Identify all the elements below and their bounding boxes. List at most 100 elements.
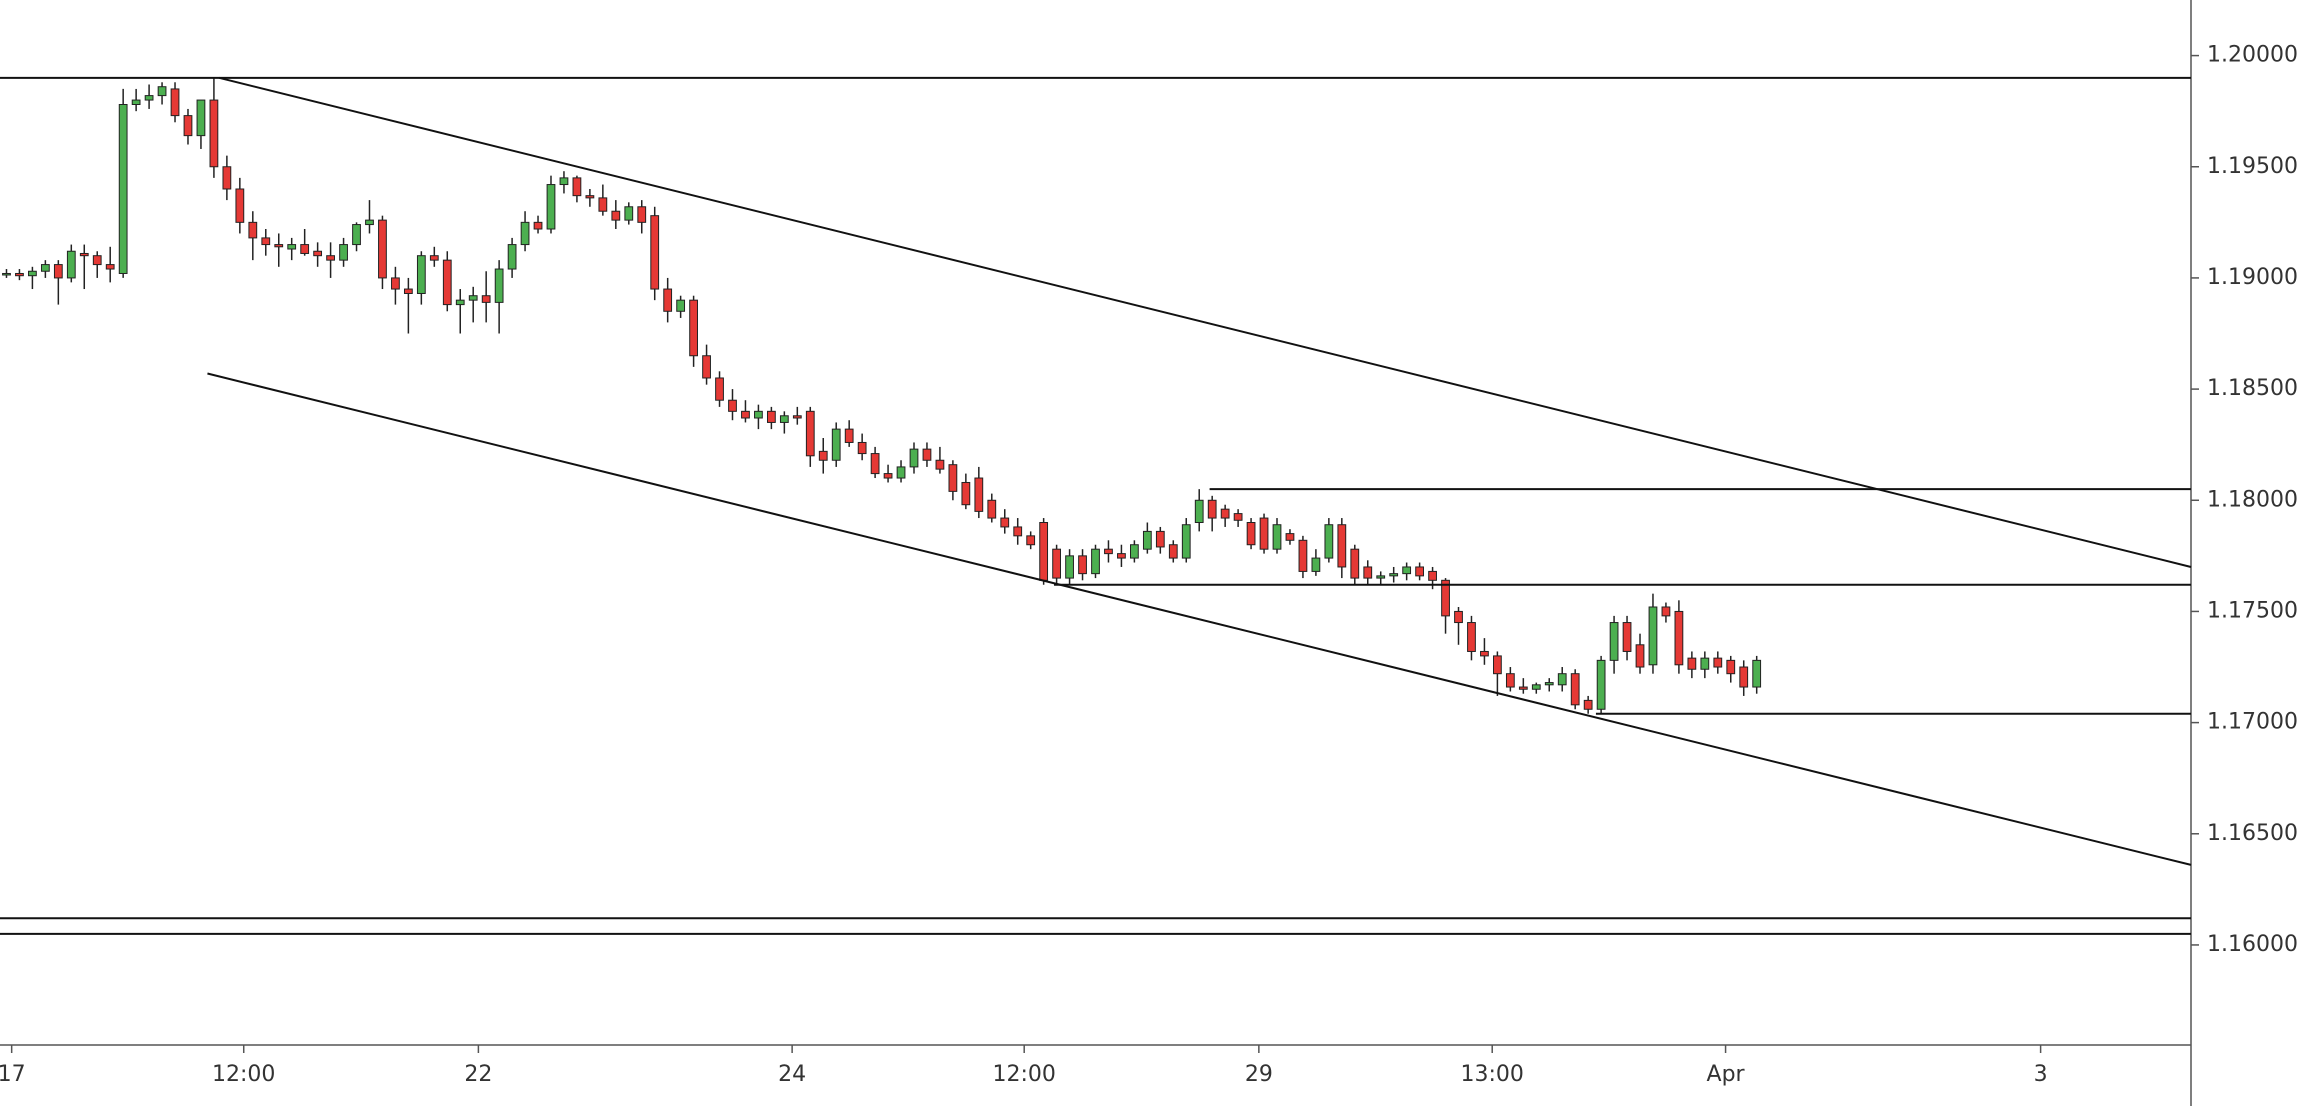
candle-body bbox=[961, 481, 971, 506]
candle-body bbox=[442, 259, 452, 306]
candle-body bbox=[53, 264, 63, 279]
candle-body bbox=[831, 428, 841, 461]
candle-body bbox=[818, 450, 828, 461]
candle-body bbox=[209, 99, 219, 168]
candle-body bbox=[378, 219, 387, 279]
candle-body bbox=[1635, 644, 1645, 668]
y-tick-label: 1.18000 bbox=[2207, 487, 2298, 512]
y-tick-label: 1.16000 bbox=[2207, 932, 2298, 957]
candle-body bbox=[248, 221, 258, 239]
candle-body bbox=[170, 88, 180, 117]
y-tick-label: 1.16500 bbox=[2207, 821, 2298, 846]
x-tick-label: Apr bbox=[1707, 1062, 1746, 1087]
candle-body bbox=[909, 448, 919, 468]
candle-body bbox=[1104, 548, 1113, 555]
candle-body bbox=[844, 428, 854, 443]
candle-body bbox=[352, 224, 361, 246]
candle-body bbox=[637, 206, 647, 223]
candle-body bbox=[1220, 508, 1230, 519]
candle-body bbox=[28, 270, 37, 277]
candle-body bbox=[948, 464, 958, 492]
candle-body bbox=[1142, 530, 1152, 550]
candle-body bbox=[611, 210, 621, 221]
candle-body bbox=[1596, 659, 1606, 710]
candle-body bbox=[896, 466, 906, 479]
candle-body bbox=[741, 410, 750, 419]
candle-body bbox=[559, 177, 569, 186]
drawn-line bbox=[207, 372, 2192, 866]
candle-body bbox=[1259, 517, 1269, 550]
candle-body bbox=[1583, 699, 1593, 710]
candle-body bbox=[1298, 539, 1308, 572]
candle-body bbox=[105, 264, 115, 270]
candle-body bbox=[1013, 526, 1023, 537]
y-tick-label: 1.20000 bbox=[2207, 43, 2298, 68]
candle-body bbox=[183, 115, 193, 137]
candle-body bbox=[40, 264, 50, 272]
candle-body bbox=[365, 219, 374, 226]
candle-body bbox=[235, 188, 245, 223]
candle-body bbox=[754, 410, 763, 419]
candle-body bbox=[507, 244, 517, 270]
candle-body bbox=[1570, 673, 1580, 706]
x-tick-label: 3 bbox=[2034, 1062, 2048, 1087]
candle-body bbox=[455, 299, 465, 306]
candle-body bbox=[1350, 548, 1360, 579]
candle-body bbox=[585, 195, 595, 199]
candle-body bbox=[79, 252, 89, 257]
candle-body bbox=[1272, 524, 1282, 550]
candle-body bbox=[468, 295, 478, 301]
candle-body bbox=[1752, 659, 1762, 688]
candle-body bbox=[1467, 622, 1476, 652]
candle-body bbox=[935, 459, 945, 470]
candle-body bbox=[702, 355, 711, 379]
x-tick-label: 29 bbox=[1245, 1062, 1273, 1087]
drawn-line bbox=[218, 76, 2192, 568]
candle-body bbox=[1480, 650, 1489, 657]
candle-body bbox=[922, 448, 932, 461]
candle-body bbox=[261, 237, 271, 246]
candle-body bbox=[287, 244, 297, 250]
candle-body bbox=[792, 415, 802, 419]
candle-body bbox=[676, 299, 686, 312]
candle-body bbox=[1207, 499, 1217, 519]
y-tick-label: 1.18500 bbox=[2207, 376, 2298, 401]
candle-body bbox=[1194, 499, 1204, 524]
candle-body bbox=[1700, 657, 1710, 670]
candle-body bbox=[1713, 657, 1723, 668]
candle-body bbox=[144, 95, 154, 101]
candle-body bbox=[870, 453, 880, 475]
candle-body bbox=[15, 272, 24, 277]
candle-body bbox=[481, 295, 491, 303]
candle-body bbox=[1324, 524, 1334, 559]
candle-body bbox=[766, 410, 776, 423]
x-tick-label: 12:00 bbox=[992, 1062, 1055, 1087]
x-tick-label: 13:00 bbox=[1461, 1062, 1524, 1087]
x-tick-label: 17 bbox=[0, 1062, 26, 1087]
candle-body bbox=[1726, 659, 1736, 675]
candle-body bbox=[598, 197, 608, 212]
candle-body bbox=[1505, 673, 1515, 688]
candle-body bbox=[222, 166, 232, 190]
y-tick-label: 1.17500 bbox=[2207, 598, 2298, 623]
candle-body bbox=[1402, 566, 1412, 575]
candle-body bbox=[533, 221, 543, 230]
candle-body bbox=[1000, 517, 1010, 528]
candle-body bbox=[1441, 579, 1450, 617]
candle-body bbox=[1428, 570, 1437, 581]
candle-body bbox=[689, 299, 698, 357]
candle-body bbox=[118, 104, 128, 274]
candle-body bbox=[1311, 557, 1321, 572]
candle-body bbox=[313, 250, 323, 257]
candle-body bbox=[494, 268, 504, 303]
candle-body bbox=[429, 255, 439, 261]
candle-body bbox=[1389, 573, 1399, 577]
candle-body bbox=[1168, 544, 1178, 559]
candle-body bbox=[1674, 610, 1684, 666]
candle-body bbox=[1544, 682, 1554, 686]
y-tick-label: 1.19500 bbox=[2207, 154, 2298, 179]
candle-body bbox=[546, 184, 556, 230]
candle-body bbox=[1233, 513, 1243, 521]
candle-body bbox=[1039, 522, 1049, 581]
